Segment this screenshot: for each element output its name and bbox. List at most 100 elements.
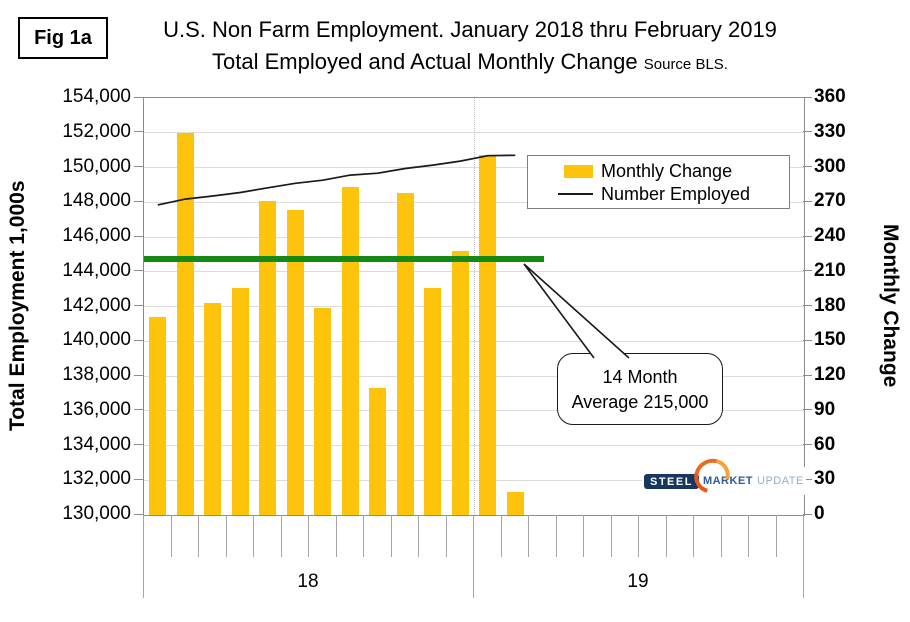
- right-axis-tick: [803, 235, 812, 237]
- year-separator-dotted-line: [473, 98, 475, 515]
- left-axis-tick-label: 152,000: [62, 120, 131, 142]
- month-tick: [720, 515, 722, 557]
- monthly-change-bar: [204, 303, 222, 515]
- month-tick: [610, 515, 612, 557]
- month-tick: [748, 515, 749, 557]
- left-axis-tick-label: 146,000: [62, 225, 131, 246]
- left-axis-tick-label: 132,000: [62, 468, 131, 490]
- year-boundary-tick: [473, 515, 474, 598]
- month-tick: [665, 515, 667, 557]
- right-axis-tick: [803, 96, 812, 98]
- number-employed-line-swatch: [558, 193, 593, 195]
- right-axis-tick: [803, 444, 812, 445]
- left-axis-tick: [134, 131, 143, 133]
- monthly-change-bar: [369, 387, 387, 515]
- legend-row-monthly-change: Monthly Change: [528, 160, 789, 182]
- month-tick: [583, 515, 584, 557]
- month-tick: [693, 515, 694, 557]
- month-tick: [253, 515, 254, 557]
- average-line: [144, 256, 545, 262]
- left-axis-tick: [134, 200, 143, 202]
- plot-area: [143, 97, 805, 516]
- year-label-19: 19: [627, 571, 649, 592]
- monthly-change-bar: [451, 250, 469, 515]
- left-axis-tick: [134, 513, 143, 515]
- right-axis-tick-label: 240: [814, 225, 846, 246]
- left-axis-tick-label: 144,000: [62, 259, 131, 281]
- callout-line2: Average 215,000: [571, 392, 709, 412]
- monthly-change-swatch: [564, 165, 593, 178]
- left-axis-tick: [134, 166, 143, 167]
- month-tick: [170, 515, 172, 557]
- right-axis-tick-label: 270: [814, 190, 846, 212]
- monthly-change-bar: [149, 316, 167, 515]
- right-axis-tick-label: 210: [814, 259, 846, 281]
- right-axis-tick: [803, 409, 812, 411]
- left-axis-tick: [134, 339, 143, 341]
- right-axis-tick: [803, 131, 812, 133]
- left-axis-tick-label: 130,000: [62, 503, 131, 524]
- right-axis-tick-label: 30: [814, 468, 836, 490]
- logo-steel-text: STEEL: [644, 473, 699, 489]
- figure-label: Fig 1a: [18, 17, 108, 59]
- monthly-change-bar: [286, 210, 304, 515]
- right-axis-tick: [803, 200, 812, 202]
- month-tick: [225, 515, 227, 557]
- month-tick: [638, 515, 639, 557]
- chart-source: Source BLS.: [643, 56, 728, 73]
- monthly-change-bar: [259, 201, 277, 515]
- left-axis-tick: [134, 478, 143, 480]
- left-axis-tick-label: 142,000: [62, 294, 131, 316]
- monthly-change-bar: [506, 491, 524, 515]
- right-axis-tick-label: 180: [814, 294, 846, 316]
- left-axis-tick: [134, 235, 143, 237]
- right-axis-tick-label: 90: [814, 398, 836, 420]
- left-axis-tick-label: 138,000: [62, 364, 131, 385]
- right-axis-title: Monthly Change: [879, 223, 902, 388]
- left-axis-tick: [134, 270, 143, 272]
- left-axis-tick-label: 140,000: [62, 329, 131, 351]
- chart-title-line1: U.S. Non Farm Employment. January 2018 t…: [163, 17, 777, 42]
- chart-title-line2: Total Employed and Actual Monthly Change…: [110, 49, 830, 75]
- year-boundary-tick: [143, 515, 144, 598]
- month-tick: [500, 515, 502, 557]
- month-tick: [363, 515, 364, 557]
- left-axis-tick-label: 154,000: [62, 86, 131, 107]
- right-axis-tick-label: 60: [814, 433, 836, 455]
- month-tick: [528, 515, 529, 557]
- month-tick: [280, 515, 282, 557]
- left-axis-tick-label: 134,000: [62, 433, 131, 455]
- month-tick: [198, 515, 199, 557]
- right-axis-tick: [803, 270, 812, 272]
- left-axis-tick-label: 150,000: [62, 155, 131, 177]
- right-axis-tick: [803, 374, 812, 376]
- month-tick: [390, 515, 392, 557]
- right-axis-tick-label: 360: [814, 86, 846, 107]
- left-axis-tick: [134, 374, 143, 376]
- month-tick: [308, 515, 309, 557]
- right-axis-tick-label: 120: [814, 364, 846, 385]
- number-employed-line: [157, 154, 516, 206]
- callout-line1: 14 Month: [602, 367, 678, 387]
- right-axis-tick: [803, 305, 812, 306]
- monthly-change-bar: [424, 287, 442, 515]
- legend-label-number-employed: Number Employed: [601, 184, 751, 204]
- year-label-18: 18: [297, 571, 319, 592]
- right-axis-tick: [803, 478, 812, 480]
- right-axis-tick: [803, 166, 812, 167]
- right-axis-tick-label: 150: [814, 329, 846, 351]
- year-boundary-tick: [803, 515, 804, 598]
- monthly-change-bar: [231, 287, 249, 515]
- chart-title-line2-text: Total Employed and Actual Monthly Change: [212, 49, 638, 74]
- legend-label-monthly-change: Monthly Change: [601, 161, 733, 181]
- logo-market-text: MARKET: [702, 475, 754, 487]
- monthly-change-bar: [176, 132, 194, 515]
- right-axis-tick: [803, 339, 812, 341]
- logo-update-text: UPDATE: [757, 475, 804, 487]
- month-tick: [555, 515, 557, 557]
- right-axis-tick-label: 300: [814, 155, 846, 177]
- month-tick: [445, 515, 447, 557]
- month-tick: [335, 515, 337, 557]
- monthly-change-bar: [479, 154, 497, 515]
- left-axis-tick: [134, 409, 143, 411]
